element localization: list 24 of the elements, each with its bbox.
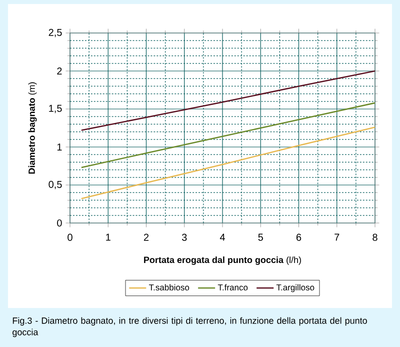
caption: Fig.3 - Diametro bagnato, in tre diversi tipi di terreno, in funzione della portata del punto goccia [12,317,367,338]
x-tick-label: 0 [68,234,72,241]
x-tick-label: 8 [372,234,378,241]
x-tick-label: 7 [334,234,340,241]
y-tick-label: 0 [57,219,62,227]
x-tick-label: 1 [106,234,110,241]
line-series [80,126,375,200]
x-tick-label: 2 [144,234,149,241]
line-series [80,70,375,131]
y-tick-label: 2,5 [48,28,62,38]
y-tick-label: 0,5 [48,180,62,190]
y-tick-label: 1 [57,144,62,150]
x-tick-label: 3 [182,234,187,241]
line-series [80,102,375,168]
legend-label: T.franco [218,284,248,290]
legend-label: T.sabbioso [148,284,190,290]
y-axis-title: Diametro bagnato (m) [28,82,37,174]
x-axis-title: Portata erogata dal punto goccia (l/h) [144,256,301,265]
legend-label: T.argilloso [276,284,314,292]
y-tick-label: 1,5 [49,104,62,114]
x-tick-label: 4 [220,234,225,241]
y-tick-label: 2 [57,68,62,74]
x-tick-label: 6 [296,234,302,241]
x-tick-label: 5 [258,234,263,241]
